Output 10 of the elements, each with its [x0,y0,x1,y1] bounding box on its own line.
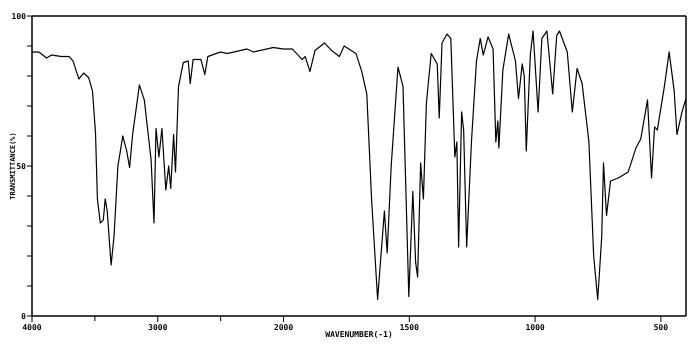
x-axis-title: WAVENUMBER(-1) [325,330,393,339]
x-tick-label: 1500 [400,323,420,332]
x-tick-label: 3000 [148,323,168,332]
x-tick-label: 4000 [22,323,42,332]
x-tick-label: 2000 [274,323,294,332]
x-tick-label: 1000 [525,323,545,332]
y-tick-label: 100 [12,12,26,21]
y-tick-label: 0 [21,312,26,321]
x-tick-label: 500 [654,323,668,332]
y-tick-label: 50 [16,162,26,171]
